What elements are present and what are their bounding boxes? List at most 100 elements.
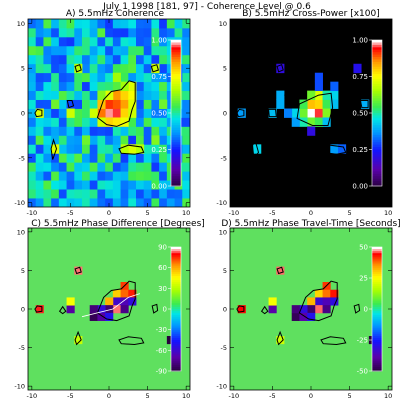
colorbar-label: 0.50 xyxy=(151,110,167,118)
colorbar-segment xyxy=(171,275,181,279)
colorbar-segment xyxy=(372,113,382,116)
bg-cell xyxy=(166,198,175,207)
colorbar-segment xyxy=(372,346,382,349)
colorbar-segment xyxy=(171,149,181,153)
colorbar-segment xyxy=(372,64,382,68)
bg-cell xyxy=(66,180,75,190)
colorbar-segment xyxy=(372,278,382,281)
data-cell xyxy=(120,144,129,154)
colorbar-segment xyxy=(372,368,382,372)
colorbar-segment xyxy=(171,286,181,289)
colorbar-label: 0.25 xyxy=(352,146,368,154)
colorbar-segment xyxy=(372,309,382,312)
colorbar-segment xyxy=(372,251,382,254)
colorbar-segment xyxy=(372,166,382,170)
colorbar-label: 0.75 xyxy=(151,73,167,81)
data-cell xyxy=(268,305,277,314)
colorbar-segment xyxy=(372,329,382,333)
bg-cell xyxy=(89,54,98,65)
data-cell xyxy=(136,144,145,154)
colorbar-segment xyxy=(372,54,382,58)
colorbar-segment xyxy=(171,110,181,114)
bg-cell xyxy=(182,45,190,56)
y-tick-label: -5 xyxy=(19,344,25,352)
x-tick-label: 5 xyxy=(146,209,150,217)
bg-cell xyxy=(43,99,52,109)
bg-cell xyxy=(28,153,37,163)
data-cell xyxy=(353,63,362,74)
colorbar-segment xyxy=(171,178,181,182)
colorbar-segment xyxy=(372,319,382,322)
bg-cell xyxy=(89,72,98,83)
colorbar-segment xyxy=(372,183,382,187)
colorbar-segment xyxy=(171,290,181,293)
data-cell xyxy=(322,289,331,298)
bg-cell xyxy=(82,162,91,172)
colorbar-segment xyxy=(171,159,181,163)
bg-cell xyxy=(128,162,137,172)
bg-cell xyxy=(66,162,75,172)
data-cell xyxy=(112,90,121,100)
bg-cell xyxy=(97,27,106,38)
bg-cell xyxy=(43,108,52,118)
colorbar-segment xyxy=(171,280,181,283)
y-tick-label: -10 xyxy=(14,383,25,391)
bg-cell xyxy=(51,135,60,145)
bg-cell xyxy=(120,19,129,29)
bg-cell xyxy=(159,171,168,181)
bg-cell xyxy=(182,72,190,83)
data-cell xyxy=(276,63,285,74)
data-cell xyxy=(35,108,44,118)
bg-cell xyxy=(182,36,190,47)
bg-cell xyxy=(151,99,160,109)
bg-cell xyxy=(51,171,60,181)
bg-cell xyxy=(120,72,129,83)
colorbar-segment xyxy=(372,284,382,287)
colorbar-segment xyxy=(372,315,382,318)
bg-cell xyxy=(43,198,52,207)
contour-line xyxy=(74,266,82,275)
bg-cell xyxy=(89,36,98,47)
data-cell xyxy=(276,99,285,109)
colorbar-label: -25 xyxy=(357,337,368,345)
data-cell xyxy=(314,99,323,109)
bg-cell xyxy=(159,36,168,47)
bg-cell xyxy=(151,117,160,127)
x-tick-label: 0 xyxy=(309,392,313,400)
bg-cell xyxy=(136,19,145,29)
bg-cell xyxy=(28,54,37,65)
bg-cell xyxy=(28,108,37,118)
bg-cell xyxy=(51,90,60,100)
bg-cell xyxy=(174,27,183,38)
contour-line xyxy=(268,108,277,118)
bg-cell xyxy=(82,45,91,56)
bg-cell xyxy=(112,54,121,65)
colorbar-segment xyxy=(171,366,181,370)
colorbar-segment xyxy=(171,368,181,372)
data-cell xyxy=(112,99,121,109)
data-cell xyxy=(307,305,316,314)
bg-cell xyxy=(74,171,83,181)
bg-cell xyxy=(51,189,60,199)
colorbar-segment xyxy=(372,288,382,291)
colorbar-label: 30 xyxy=(158,285,167,293)
colorbar-segment xyxy=(372,366,382,370)
bg-cell xyxy=(112,189,121,199)
data-cell xyxy=(299,108,308,118)
bg-cell xyxy=(82,126,91,136)
colorbar-segment xyxy=(372,265,382,269)
data-cell xyxy=(322,297,331,306)
colorbar-label: 0.75 xyxy=(352,73,368,81)
bg-cell xyxy=(112,81,121,92)
bg-cell xyxy=(97,171,106,181)
colorbar-segment xyxy=(171,52,181,56)
data-cell xyxy=(291,117,300,127)
bg-cell xyxy=(143,19,152,29)
bg-cell xyxy=(128,153,137,163)
data-cell xyxy=(120,99,129,109)
bg-cell xyxy=(166,19,175,29)
bg-cell xyxy=(143,117,152,127)
bg-cell xyxy=(35,45,44,56)
bg-cell xyxy=(35,162,44,172)
colorbar-segment xyxy=(372,100,382,104)
